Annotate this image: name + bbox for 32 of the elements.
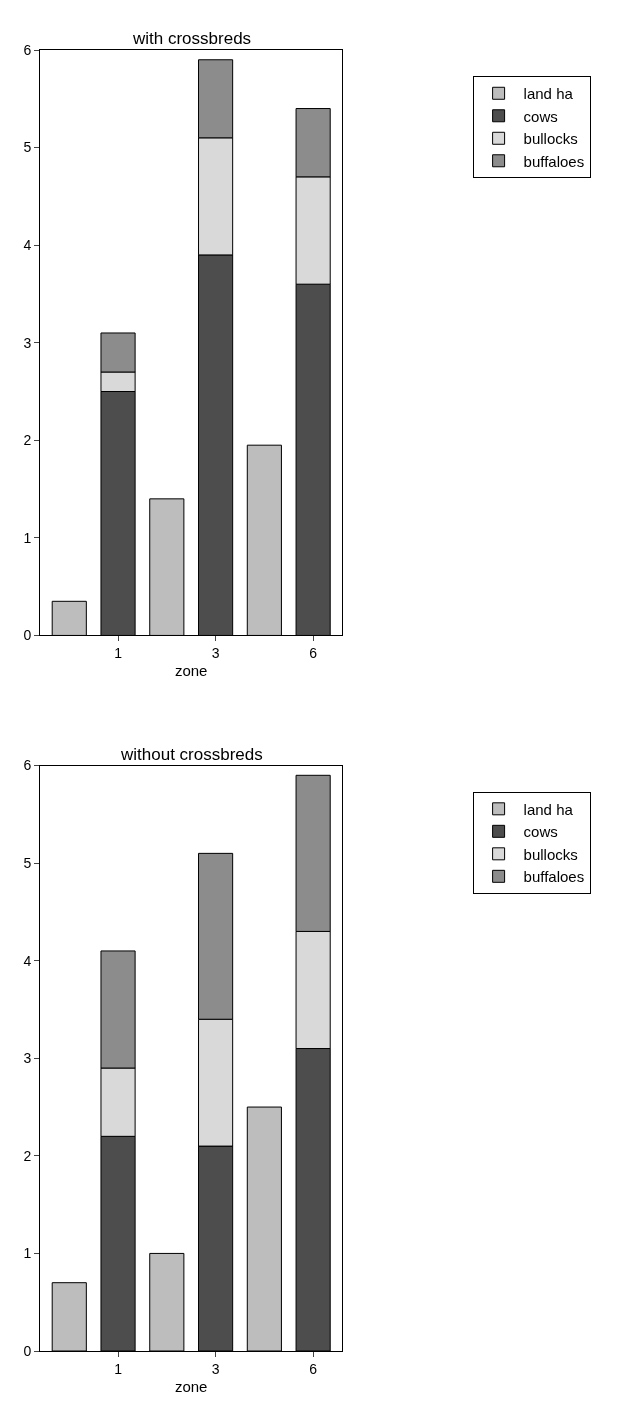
- y-tick-label: 5: [23, 855, 32, 872]
- x-tick-label: 1: [114, 1360, 123, 1377]
- y-tick-label: 1: [23, 529, 32, 546]
- chart-title: without crossbreds: [120, 745, 263, 764]
- legend-label: cows: [523, 823, 558, 841]
- legend-label: land ha: [523, 85, 574, 103]
- chart-title: with crossbreds: [132, 29, 252, 48]
- x-tick-label: 3: [211, 645, 220, 662]
- y-tick-label: 2: [23, 432, 32, 449]
- legend-label: bullocks: [523, 130, 578, 148]
- x-tick-label: 6: [309, 1360, 318, 1377]
- legend-label: buffaloes: [523, 152, 585, 170]
- x-axis-title: zone: [174, 662, 208, 680]
- x-tick-label: 1: [114, 645, 123, 662]
- legend-label: bullocks: [523, 845, 578, 863]
- y-tick-label: 6: [23, 41, 32, 58]
- x-axis-title: zone: [174, 1377, 208, 1395]
- x-tick-label: 3: [211, 1360, 220, 1377]
- x-tick-label: 6: [309, 645, 318, 662]
- y-tick-label: 2: [23, 1147, 32, 1164]
- y-tick-label: 3: [23, 334, 32, 351]
- y-tick-label: 1: [23, 1245, 32, 1262]
- y-tick-label: 6: [23, 757, 32, 774]
- y-tick-label: 3: [23, 1050, 32, 1067]
- legend-label: land ha: [523, 800, 574, 818]
- legend-label: cows: [523, 107, 558, 125]
- legend-label: buffaloes: [523, 868, 585, 886]
- y-tick-label: 4: [23, 237, 32, 254]
- y-tick-label: 4: [23, 952, 32, 969]
- y-tick-label: 5: [23, 139, 32, 156]
- y-tick-label: 0: [23, 1342, 32, 1359]
- y-tick-label: 0: [23, 627, 32, 644]
